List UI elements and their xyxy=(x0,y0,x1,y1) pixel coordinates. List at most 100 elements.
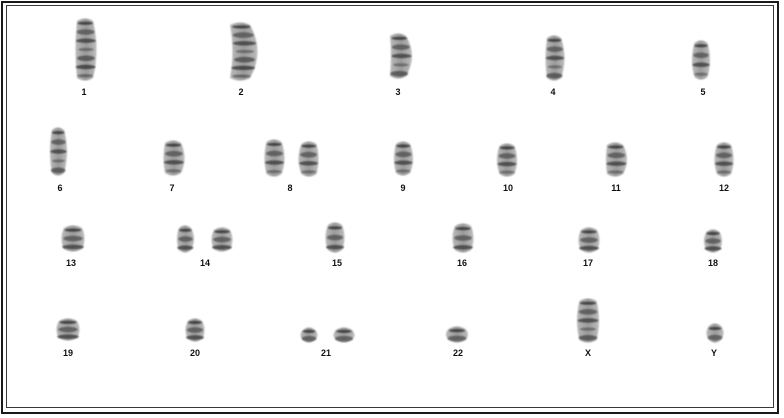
chromosome-band xyxy=(77,21,93,25)
chromosome-band xyxy=(717,145,731,149)
chromosome-9-a xyxy=(394,141,413,176)
chromosome-band xyxy=(77,74,93,78)
chromosome-band xyxy=(231,65,255,71)
chromosome-label-11: 11 xyxy=(611,183,621,193)
chromosome-band xyxy=(165,150,183,157)
chromosome-band xyxy=(693,52,709,59)
chromosome-band xyxy=(715,161,733,166)
chromosome-label-22: 22 xyxy=(452,348,464,358)
chromosome-4-a xyxy=(545,35,565,81)
chromosome-3-a xyxy=(390,33,412,79)
chromosome-band xyxy=(51,131,65,135)
chromosome-band xyxy=(453,245,473,250)
chromosome-8-b xyxy=(298,141,319,177)
chromosome-band xyxy=(580,237,598,243)
chromosome-body xyxy=(497,143,517,177)
chromosome-band xyxy=(165,169,182,173)
chromosome-band xyxy=(607,145,624,149)
chromosome-band xyxy=(301,144,317,148)
chromosome-18-a xyxy=(704,229,722,253)
chromosome-label-12: 12 xyxy=(718,183,730,193)
chromosome-band xyxy=(392,44,410,50)
chromosome-band xyxy=(266,169,282,174)
chromosome-19-a xyxy=(56,318,80,341)
chromosome-band xyxy=(390,70,409,77)
chromosome-band xyxy=(301,170,317,174)
chromosome-8-a xyxy=(264,139,285,177)
chromosome-band xyxy=(52,159,65,163)
chromosome-body xyxy=(714,142,734,177)
chromosome-label-13: 13 xyxy=(65,258,77,268)
chromosome-band xyxy=(692,62,710,67)
chromosome-band xyxy=(63,235,83,242)
chromosome-13-a xyxy=(61,225,85,252)
chromosome-band xyxy=(454,235,472,241)
chromosome-x-a xyxy=(577,298,599,343)
chromosome-band xyxy=(705,238,721,244)
chromosome-band xyxy=(497,161,517,167)
chromosome-band xyxy=(212,245,232,250)
chromosome-16-a xyxy=(452,223,474,253)
chromosome-band xyxy=(76,38,96,43)
chromosome-band xyxy=(578,335,598,341)
chromosome-band xyxy=(581,230,597,234)
chromosome-label-20: 20 xyxy=(189,348,201,358)
inner-frame xyxy=(6,5,774,408)
chromosome-band xyxy=(607,170,624,174)
chromosome-body xyxy=(692,40,710,80)
chromosome-label-15: 15 xyxy=(331,258,343,268)
chromosome-band xyxy=(302,329,316,333)
chromosome-band xyxy=(177,245,194,250)
chromosome-band xyxy=(78,47,94,52)
chromosome-body xyxy=(394,141,413,176)
chromosome-label-8: 8 xyxy=(287,183,293,193)
chromosome-band xyxy=(546,46,563,52)
chromosome-band xyxy=(58,326,78,333)
chromosome-band xyxy=(178,228,192,232)
chromosome-band xyxy=(234,56,255,63)
chromosome-band xyxy=(214,230,230,234)
chromosome-label-y: Y xyxy=(710,348,718,358)
chromosome-band xyxy=(301,335,317,342)
chromosome-band xyxy=(50,149,67,154)
chromosome-band xyxy=(706,231,720,236)
chromosome-band xyxy=(178,236,193,242)
chromosome-body xyxy=(163,140,185,176)
chromosome-band xyxy=(704,246,722,251)
chromosome-band xyxy=(499,146,515,150)
chromosome-band xyxy=(232,32,254,38)
chromosome-band xyxy=(232,25,251,29)
chromosome-label-17: 17 xyxy=(582,258,594,268)
chromosome-label-10: 10 xyxy=(502,183,514,193)
chromosome-band xyxy=(396,144,411,148)
chromosome-20-a xyxy=(185,318,205,342)
chromosome-label-21: 21 xyxy=(320,348,332,358)
chromosome-2-a xyxy=(230,22,258,81)
chromosome-body xyxy=(264,139,285,177)
chromosome-label-4: 4 xyxy=(550,87,556,97)
chromosome-label-2: 2 xyxy=(238,87,244,97)
chromosome-label-1: 1 xyxy=(81,87,87,97)
chromosome-band xyxy=(232,41,257,46)
chromosome-label-6: 6 xyxy=(57,183,63,193)
chromosome-band xyxy=(547,65,562,69)
chromosome-band xyxy=(579,301,597,305)
chromosome-label-5: 5 xyxy=(700,87,706,97)
chromosome-band xyxy=(716,152,732,159)
chromosome-band xyxy=(75,64,96,70)
chromosome-band xyxy=(266,142,282,147)
chromosome-band xyxy=(498,153,516,159)
chromosome-band xyxy=(300,151,317,158)
chromosome-band xyxy=(579,327,597,331)
chromosome-body xyxy=(298,141,319,177)
chromosome-band xyxy=(607,152,626,159)
chromosome-label-3: 3 xyxy=(395,87,401,97)
chromosome-band xyxy=(77,55,95,62)
chromosome-band xyxy=(707,334,723,341)
chromosome-15-a xyxy=(325,222,345,253)
chromosome-band xyxy=(57,334,79,339)
chromosome-label-9: 9 xyxy=(400,183,406,193)
chromosome-band xyxy=(394,160,413,165)
chromosome-7-a xyxy=(163,140,185,176)
